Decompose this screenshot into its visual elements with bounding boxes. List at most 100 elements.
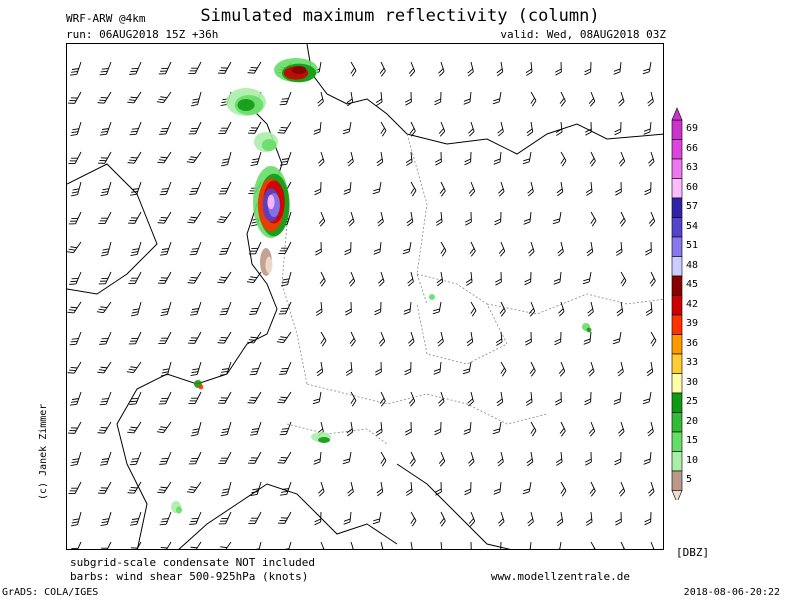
wind-barb [348, 541, 355, 549]
wind-barb [408, 61, 416, 77]
wind-barb [314, 181, 322, 196]
wind-barb [588, 361, 595, 377]
wind-barb [552, 211, 562, 225]
wind-barb [277, 121, 292, 134]
legend-swatch-69 [671, 119, 683, 140]
wind-barb [220, 361, 232, 376]
wind-barb [246, 271, 262, 284]
copyright-label: (c) Janek Zimmer [38, 403, 49, 500]
wind-barb [557, 241, 564, 257]
wind-barb [67, 241, 82, 254]
wind-barb [376, 481, 384, 497]
wind-barb [217, 61, 232, 74]
wind-barb [432, 301, 442, 315]
wind-barb [498, 241, 506, 257]
wind-barb [410, 511, 417, 527]
wind-barb [97, 361, 112, 374]
wind-barb [612, 331, 622, 345]
wind-barb [470, 301, 477, 317]
wind-barb [127, 421, 142, 434]
legend-value-20: 20 [686, 415, 699, 427]
wind-barb [220, 481, 232, 497]
wind-barb [618, 91, 625, 107]
wind-barb [468, 451, 475, 467]
wind-barb [438, 121, 446, 137]
legend-swatch-66 [671, 139, 683, 160]
wind-barb [130, 241, 142, 256]
wind-barb [159, 121, 172, 135]
wind-barb [559, 421, 566, 437]
wind-barb [313, 451, 322, 465]
wind-barb [344, 241, 352, 256]
wind-barb [492, 91, 502, 105]
echo-cell [318, 437, 330, 443]
wind-barb [278, 301, 292, 315]
wind-barb [70, 391, 82, 406]
wind-barb [69, 271, 82, 285]
wind-barb [126, 361, 142, 374]
wind-barb [68, 151, 82, 165]
coastline-uk [67, 163, 158, 295]
wind-barb [613, 61, 622, 75]
wind-barb [187, 271, 202, 284]
legend-value-60: 60 [686, 181, 699, 193]
wind-barb [127, 151, 142, 164]
wind-barb [645, 301, 653, 316]
map-canvas [67, 44, 663, 549]
wind-barb [644, 511, 652, 526]
wind-barb [649, 271, 656, 287]
wind-barb [588, 91, 596, 107]
wind-barb [465, 271, 473, 286]
legend-value-33: 33 [686, 357, 699, 368]
wind-barb [403, 301, 412, 315]
wind-barb [315, 301, 323, 316]
legend-swatch-39 [671, 314, 683, 335]
wind-barb [647, 91, 654, 107]
legend-swatch-10 [671, 451, 683, 472]
wind-barb [556, 181, 564, 197]
wind-barb [375, 421, 383, 436]
wind-barb [250, 481, 262, 496]
wind-barb [159, 511, 172, 526]
wind-barb [618, 481, 626, 497]
wind-barb [129, 61, 142, 75]
wind-barb [410, 181, 417, 197]
wind-barb [585, 511, 593, 526]
wind-barb [495, 271, 502, 286]
coastline-adriatic [396, 463, 511, 549]
map-title: Simulated maximum reflectivity (column) [200, 6, 600, 26]
wind-barb [67, 91, 82, 104]
wind-barb [97, 421, 112, 434]
timestamp-label: 2018-08-06-20:22 [683, 587, 780, 598]
wind-barb [347, 481, 354, 497]
wind-barb [468, 121, 475, 137]
legend-value-54: 54 [686, 220, 699, 232]
wind-barb [188, 391, 202, 405]
wind-barb [496, 391, 504, 407]
wind-barb [434, 91, 442, 106]
wind-barb [68, 481, 82, 495]
wind-barb [498, 511, 505, 527]
wind-barb [218, 451, 232, 465]
wind-barb [619, 541, 626, 549]
wind-barb [313, 121, 322, 135]
wind-barb [69, 331, 82, 346]
wind-barb [375, 361, 382, 376]
wind-barb [190, 91, 202, 107]
note-condensate: subgrid-scale condensate NOT included [70, 556, 316, 569]
wind-barb [644, 181, 652, 196]
wind-barb [438, 391, 445, 407]
wind-barb [406, 211, 414, 227]
wind-barb [70, 121, 82, 136]
reflectivity-map [66, 43, 664, 550]
wind-barb [467, 391, 474, 407]
wind-barb [523, 211, 532, 225]
wind-barb [642, 61, 652, 75]
wind-barb [318, 541, 326, 549]
legend-swatch-51 [671, 236, 683, 257]
wind-barb [435, 481, 442, 496]
wind-barb [218, 121, 232, 135]
legend-value-15: 15 [686, 435, 699, 446]
echo-cell [261, 139, 277, 151]
wind-barb [277, 511, 292, 524]
